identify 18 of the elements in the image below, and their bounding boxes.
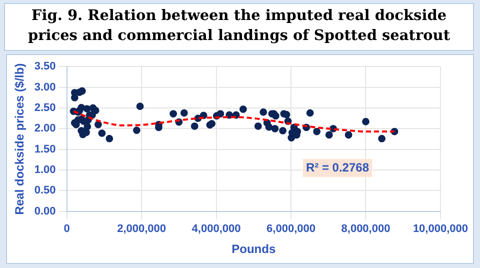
x-tick-label: 2,000,000 [117, 223, 166, 236]
x-tick-label: 4,000,000 [192, 223, 241, 236]
x-tick-label: 6,000,000 [266, 223, 316, 236]
y-tick-label: 0.00 [34, 205, 56, 218]
y-tick-label: 3.00 [34, 81, 56, 94]
y-tick-label: 1.50 [34, 143, 56, 156]
y-axis-title: Real dockside prices ($/lb) [12, 63, 27, 215]
x-tick-label: 10,000,000 [412, 223, 468, 236]
x-tick-label: 0 [64, 223, 70, 236]
y-tick-label: 2.50 [34, 102, 56, 114]
chart-title: Fig. 9. Relation between the imputed real dockside prices and commercial landings of Spotted seatrout [4, 3, 474, 51]
y-tick-label: 0.50 [34, 184, 56, 197]
y-tick-label: 2.00 [34, 122, 56, 135]
y-tick-label: 3.50 [34, 60, 56, 73]
y-tick-label: 1.00 [34, 164, 56, 176]
annotation: R² = 0.2768 [306, 160, 370, 174]
x-tick-label: 8,000,000 [341, 223, 390, 236]
x-axis-title: Pounds [232, 242, 276, 256]
